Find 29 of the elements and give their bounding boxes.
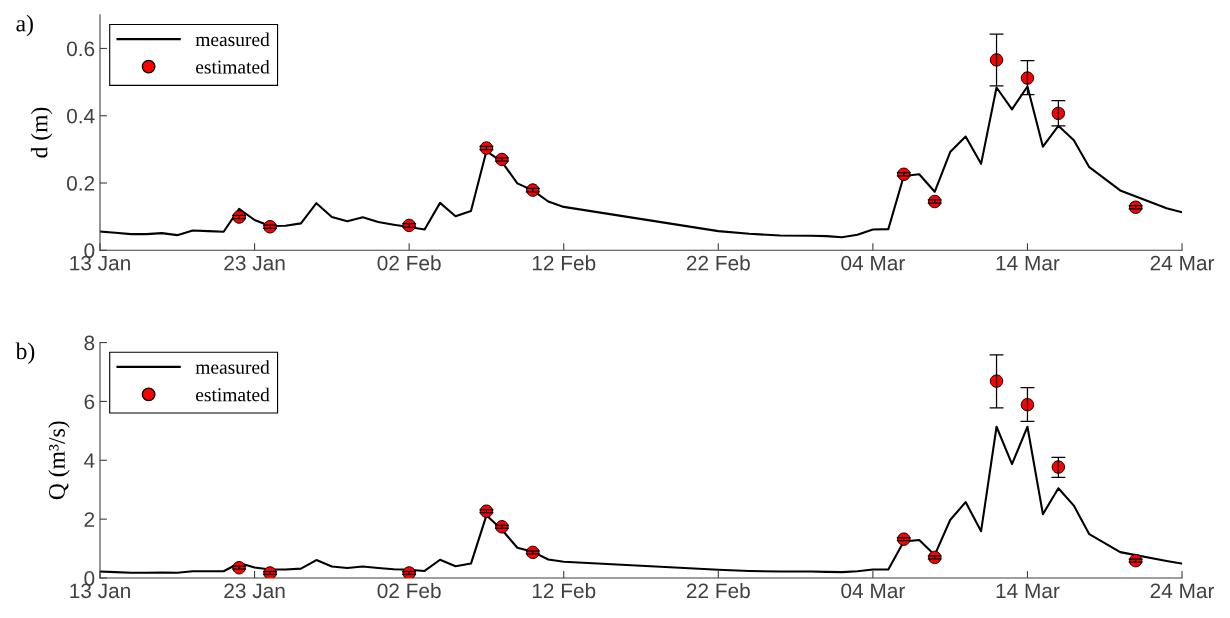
x-tick-label: 04 Mar	[841, 583, 905, 599]
y-tick-label: 6	[84, 394, 95, 410]
legend-label: estimated	[196, 59, 270, 74]
x-tick-label: 24 Mar	[1150, 583, 1215, 599]
x-tick-label: 02 Feb	[377, 255, 441, 271]
x-tick-label: 22 Feb	[686, 255, 750, 271]
chart-title: b)	[15, 342, 35, 364]
y-tick-label: 0.6	[66, 41, 95, 57]
x-tick-label: 02 Feb	[377, 582, 441, 599]
legend-label: estimated	[196, 387, 270, 402]
x-tick-label: 14 Mar	[996, 583, 1060, 599]
x-tick-label: 12 Feb	[532, 255, 596, 271]
chart-title: a)	[16, 14, 33, 37]
x-tick-label: 14 Mar	[996, 255, 1060, 271]
y-tick-label: 8	[84, 335, 95, 351]
y-tick-label: 4	[84, 453, 95, 468]
x-tick-label: 12 Feb	[532, 582, 596, 599]
y-tick-label: 0.4	[66, 108, 95, 124]
y-tick-label: 2	[84, 512, 95, 527]
x-tick-label: 04 Mar	[841, 255, 905, 271]
x-tick-label: 23 Jan	[224, 255, 285, 271]
x-tick-label: 22 Feb	[686, 582, 750, 599]
legend-label: measured	[195, 32, 270, 47]
y-axis-title: d (m)	[30, 107, 53, 158]
x-tick-label: 24 Mar	[1150, 255, 1215, 271]
y-axis-title: Q (m³/s)	[48, 421, 70, 500]
x-tick-label: 23 Jan	[224, 583, 285, 599]
y-tick-label: 0.2	[66, 176, 95, 191]
legend-label: measured	[195, 360, 270, 374]
